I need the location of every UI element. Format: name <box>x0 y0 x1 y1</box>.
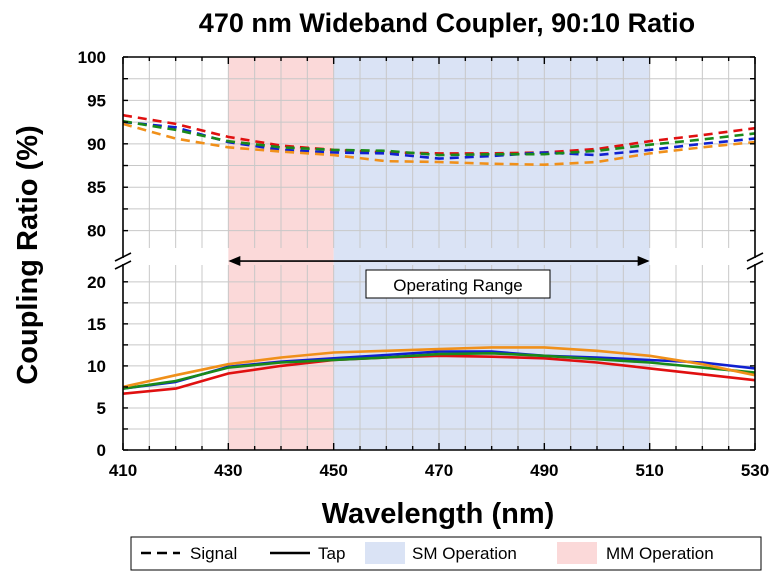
legend-tap-label: Tap <box>318 544 345 563</box>
legend-box <box>130 536 762 571</box>
y-tick-label: 5 <box>97 399 106 418</box>
annotation: Operating Range <box>228 256 650 299</box>
y-tick-label: 90 <box>87 135 106 154</box>
series-signal-0 <box>122 113 756 155</box>
arrowhead-right <box>637 256 650 267</box>
y-tick-label: 15 <box>87 315 106 334</box>
x-tick-label: 510 <box>635 461 663 480</box>
data-lines <box>122 113 756 395</box>
series-tap-4 <box>122 354 756 395</box>
y-tick-labels: 80 85 90 95 100 0 5 10 15 20 <box>78 48 106 460</box>
grid <box>123 57 755 450</box>
legend: Signal Tap SM Operation MM Operation <box>130 536 762 571</box>
series-signal-3 <box>122 122 756 166</box>
x-tick-labels: 410 430 450 470 490 510 530 <box>109 461 769 480</box>
y-tick-label: 85 <box>87 178 106 197</box>
y-tick-label: 0 <box>97 441 106 460</box>
x-tick-label: 530 <box>741 461 769 480</box>
arrowhead-left <box>228 256 241 267</box>
y-tick-label: 20 <box>87 273 106 292</box>
axis-break-mark <box>746 252 764 262</box>
annotation-label: Operating Range <box>393 276 522 295</box>
series-tap-6 <box>122 351 756 390</box>
axes-frame <box>114 56 764 451</box>
x-tick-label: 410 <box>109 461 137 480</box>
axis-break-mark <box>114 260 132 270</box>
x-tick-label: 450 <box>319 461 347 480</box>
x-tick-label: 470 <box>425 461 453 480</box>
x-tick-label: 490 <box>530 461 558 480</box>
legend-mm-swatch <box>557 542 597 564</box>
x-axis-label: Wavelength (nm) <box>322 498 555 530</box>
chart-title: 470 nm Wideband Coupler, 90:10 Ratio <box>199 8 695 38</box>
x-tick-label: 430 <box>214 461 242 480</box>
y-tick-label: 10 <box>87 357 106 376</box>
legend-signal-label: Signal <box>190 544 237 563</box>
legend-sm-swatch <box>365 542 405 564</box>
series-tap-7 <box>122 346 756 389</box>
legend-sm-label: SM Operation <box>412 544 517 563</box>
series-signal-2 <box>122 119 756 157</box>
y-tick-label: 80 <box>87 222 106 241</box>
legend-mm-label: MM Operation <box>606 544 714 563</box>
annotation-box <box>365 269 551 299</box>
axis-break-mark <box>114 252 132 262</box>
y-tick-label: 100 <box>78 48 106 67</box>
axis-break-mark <box>746 260 764 270</box>
y-axis-label: Coupling Ratio (%) <box>12 125 44 384</box>
y-tick-label: 95 <box>87 91 106 110</box>
